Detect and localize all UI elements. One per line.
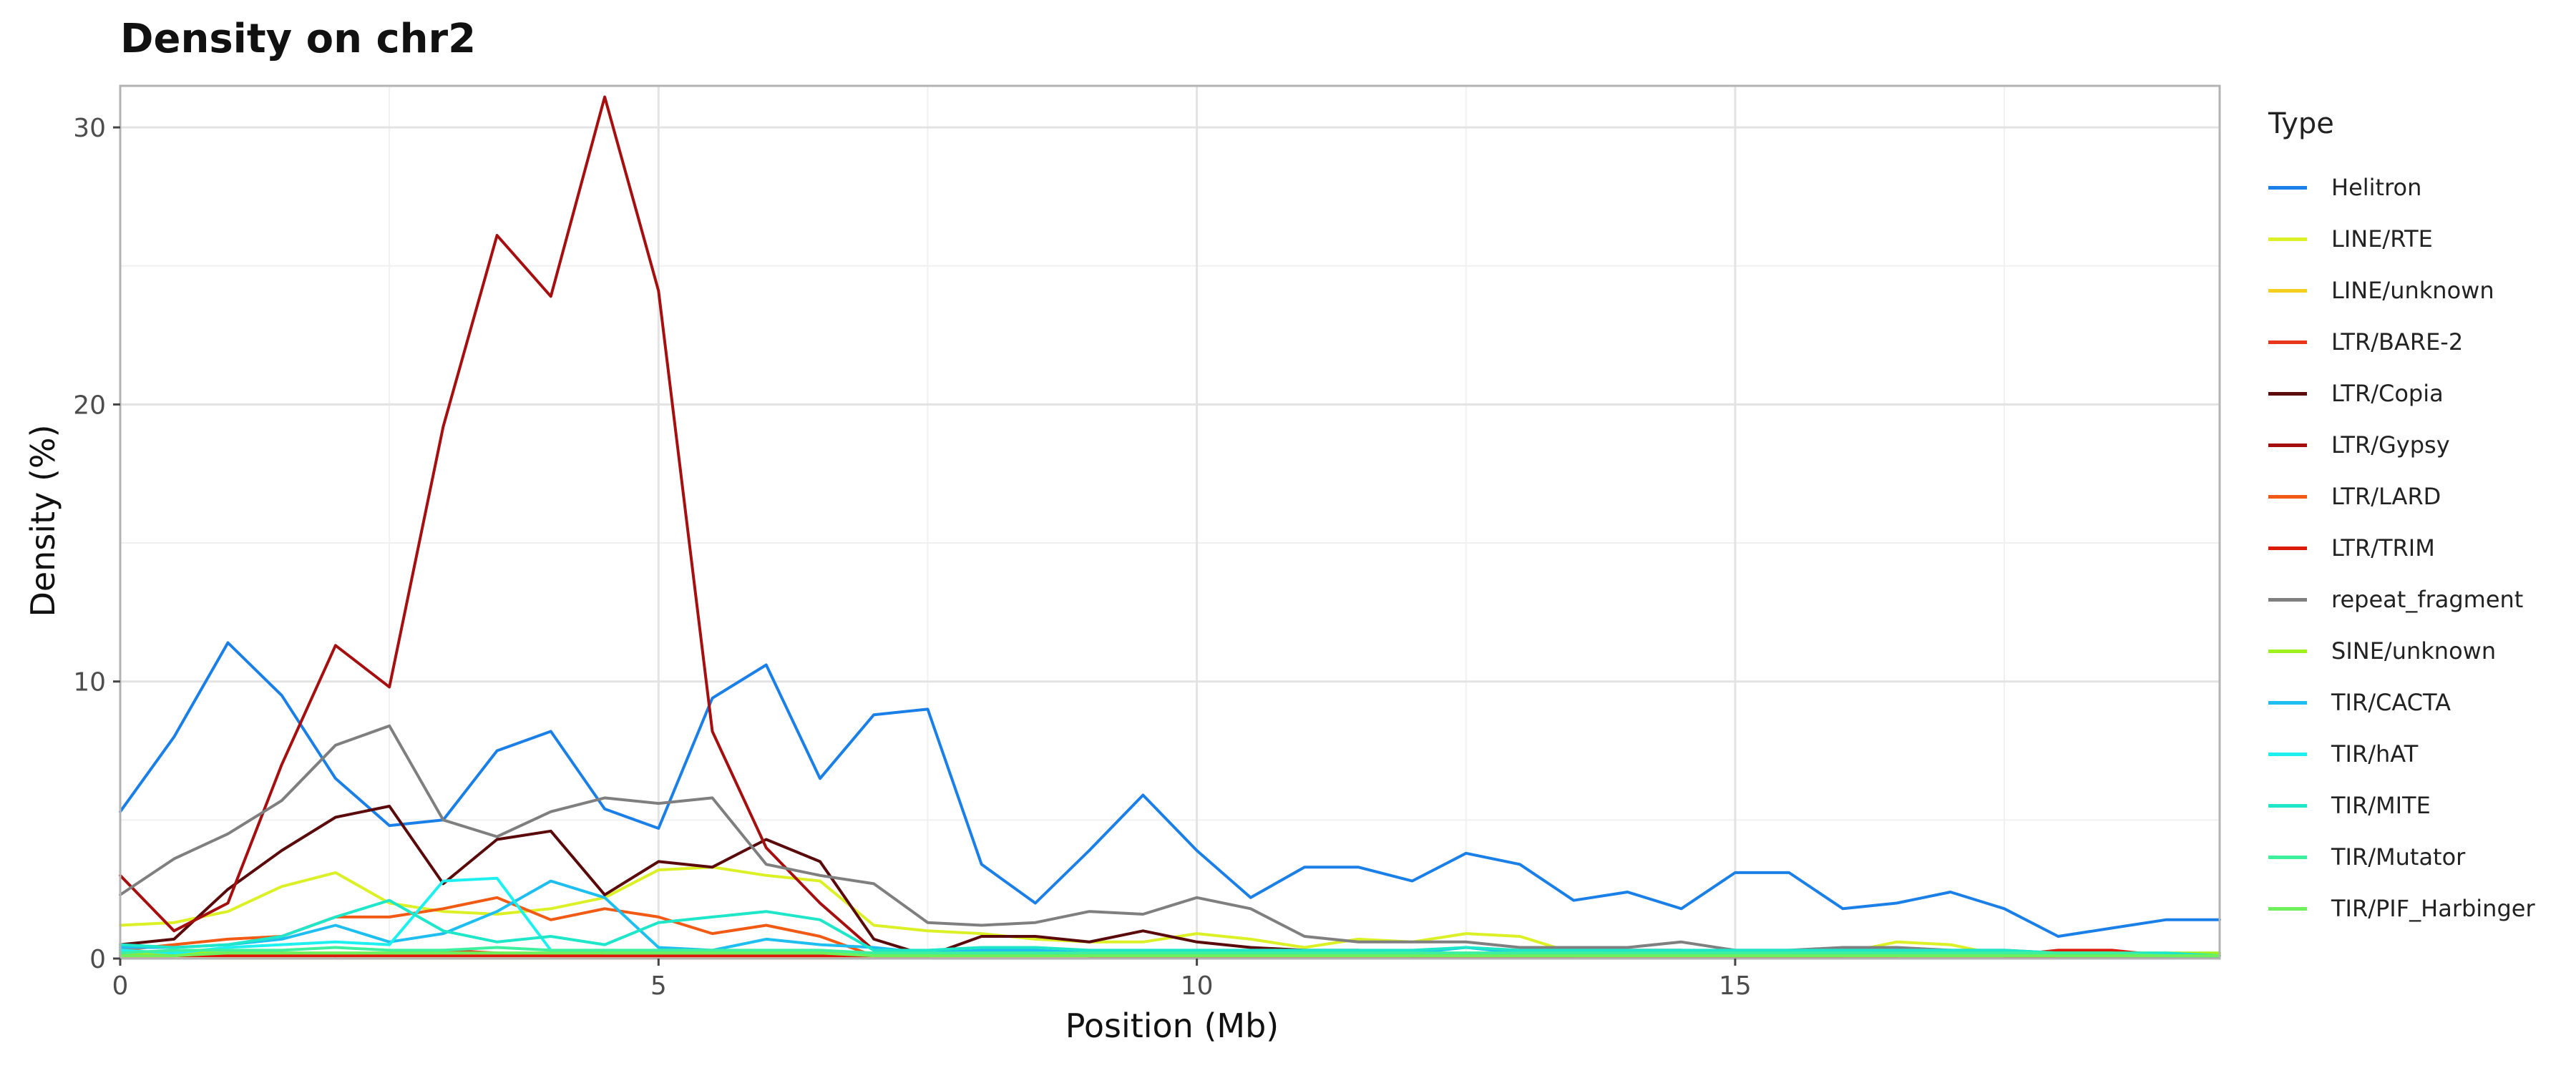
y-tick-label: 30 xyxy=(73,114,106,143)
series-line-helitron xyxy=(119,641,2221,938)
legend-label: TIR/Mutator xyxy=(2331,843,2466,871)
legend-item: LINE/unknown xyxy=(2268,265,2535,316)
plot-border xyxy=(119,84,2221,960)
legend-swatch xyxy=(2268,391,2307,396)
chart-title: Density on chr2 xyxy=(120,16,477,62)
legend-swatch xyxy=(2268,185,2307,190)
legend-label: LTR/Gypsy xyxy=(2331,431,2450,459)
legend-swatch xyxy=(2268,597,2307,602)
legend-title: Type xyxy=(2268,107,2334,140)
x-tick-label: 5 xyxy=(650,971,667,1001)
legend-item: LTR/BARE-2 xyxy=(2268,316,2535,368)
series-line-tir-mutator xyxy=(119,946,2221,958)
x-tick-label: 15 xyxy=(1719,971,1752,1001)
series-line-line-rte xyxy=(119,866,2221,958)
legend-item: LTR/Gypsy xyxy=(2268,419,2535,471)
series-line-tir-mite xyxy=(119,898,2221,958)
legend-item: TIR/MITE xyxy=(2268,780,2535,831)
legend-label: LTR/Copia xyxy=(2331,380,2444,407)
legend-swatch xyxy=(2268,700,2307,705)
y-axis-label: Density (%) xyxy=(24,424,62,617)
y-tick-label: 0 xyxy=(89,945,106,974)
legend-label: LINE/unknown xyxy=(2331,277,2494,304)
legend-swatch xyxy=(2268,546,2307,550)
y-tick-label: 20 xyxy=(73,391,106,420)
legend-label: LTR/LARD xyxy=(2331,483,2441,510)
legend-item: TIR/hAT xyxy=(2268,728,2535,780)
legend-item: LINE/RTE xyxy=(2268,213,2535,265)
legend-label: TIR/MITE xyxy=(2331,792,2431,819)
legend-item: repeat_fragment xyxy=(2268,574,2535,625)
legend-item: TIR/Mutator xyxy=(2268,831,2535,883)
legend-label: repeat_fragment xyxy=(2331,586,2524,613)
series-lines xyxy=(119,95,2221,958)
x-axis-label: Position (Mb) xyxy=(1065,1006,1279,1045)
legend-item: TIR/PIF_Harbinger xyxy=(2268,883,2535,934)
x-tick-label: 0 xyxy=(112,971,129,1001)
legend-label: Helitron xyxy=(2331,174,2422,201)
legend-item: LTR/LARD xyxy=(2268,471,2535,522)
axis-ticks: 0 5 10 15 0 10 20 30 xyxy=(73,114,1752,1001)
legend: Type Helitron LINE/RTE LINE/unknown LTR/BAR… xyxy=(2268,107,2535,934)
legend-item: TIR/CACTA xyxy=(2268,677,2535,728)
legend-swatch xyxy=(2268,855,2307,859)
y-tick-label: 10 xyxy=(73,668,106,697)
legend-item: SINE/unknown xyxy=(2268,625,2535,677)
series-line-tir-pif-harbinger xyxy=(119,951,2221,958)
legend-swatch xyxy=(2268,443,2307,447)
legend-label: TIR/PIF_Harbinger xyxy=(2331,895,2535,922)
legend-swatch xyxy=(2268,906,2307,911)
series-line-repeat-fragment xyxy=(119,724,2221,958)
legend-items: Helitron LINE/RTE LINE/unknown LTR/BARE-2 LT… xyxy=(2268,162,2535,934)
series-line-ltr-gypsy xyxy=(119,95,2221,958)
legend-swatch xyxy=(2268,803,2307,808)
legend-swatch xyxy=(2268,494,2307,499)
series-line-ltr-copia xyxy=(119,805,2221,958)
legend-item: Helitron xyxy=(2268,162,2535,213)
legend-swatch xyxy=(2268,288,2307,293)
legend-swatch xyxy=(2268,752,2307,756)
legend-swatch xyxy=(2268,649,2307,653)
legend-label: LINE/RTE xyxy=(2331,225,2433,253)
legend-item: LTR/TRIM xyxy=(2268,522,2535,574)
legend-label: LTR/TRIM xyxy=(2331,534,2435,562)
legend-item: LTR/Copia xyxy=(2268,368,2535,419)
legend-label: LTR/BARE-2 xyxy=(2331,328,2464,356)
x-tick-label: 10 xyxy=(1181,971,1214,1001)
legend-swatch xyxy=(2268,237,2307,241)
legend-swatch xyxy=(2268,340,2307,344)
grid xyxy=(119,86,2220,960)
legend-label: TIR/CACTA xyxy=(2331,689,2451,716)
series-line-tir-hat xyxy=(119,876,2221,958)
legend-label: SINE/unknown xyxy=(2331,637,2497,665)
legend-label: TIR/hAT xyxy=(2331,740,2419,768)
